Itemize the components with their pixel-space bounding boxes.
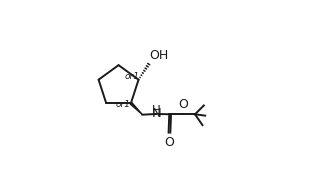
- Text: O: O: [178, 98, 188, 111]
- Text: H: H: [152, 104, 161, 117]
- Text: or1: or1: [124, 72, 139, 81]
- Polygon shape: [130, 102, 143, 115]
- Text: or1: or1: [115, 100, 130, 109]
- Text: O: O: [164, 136, 174, 149]
- Text: OH: OH: [149, 49, 168, 62]
- Text: N: N: [152, 107, 162, 120]
